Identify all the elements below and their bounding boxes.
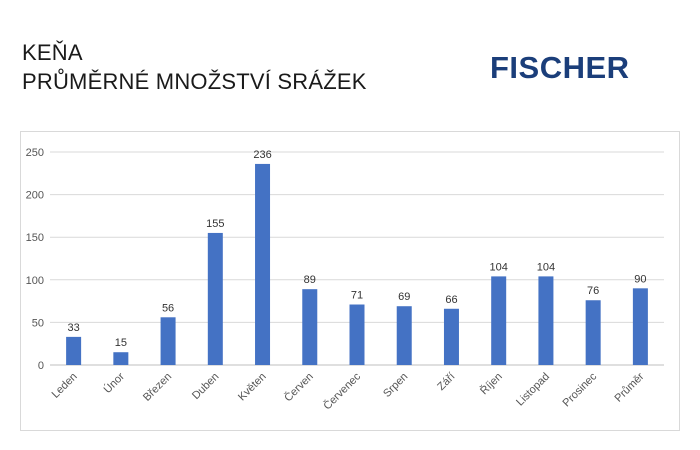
data-label: 155 [206,218,224,230]
chart-frame [20,131,680,431]
x-category-label: Průměr [613,370,647,404]
title-line-2: PRŮMĚRNÉ MNOŽSTVÍ SRÁŽEK [22,69,367,94]
x-category-label: Únor [101,370,127,396]
bar [207,232,223,365]
x-category-label: Září [435,371,457,393]
data-labels: 33 15 56 155 236 89 71 69 66 104 104 76 90 [67,149,646,349]
bar [491,276,507,365]
y-tick-label: 150 [26,232,44,244]
bar [538,276,554,365]
x-category-label: Prosinec [561,370,600,409]
data-label: 76 [587,285,599,297]
bar [255,163,271,365]
data-label: 71 [351,290,363,302]
data-label: 15 [115,337,127,349]
x-category-label: Říjen [477,370,504,397]
y-axis-ticks: 0 50 100 150 200 250 [26,147,44,372]
data-label: 56 [162,302,174,314]
data-label: 104 [537,261,555,273]
x-category-label: Březen [141,371,174,404]
data-label: 33 [67,322,79,334]
fischer-logo: FISCHER [490,50,630,85]
y-tick-label: 0 [38,360,44,372]
bar [113,352,129,365]
bar [396,306,412,365]
data-label: 69 [398,291,410,303]
y-tick-label: 250 [26,147,44,159]
x-category-label: Květen [236,371,269,404]
chart-title: KEŇA PRŮMĚRNÉ MNOŽSTVÍ SRÁŽEK [22,38,367,96]
x-category-label: Červenec [321,370,364,413]
title-line-1: KEŇA [22,40,83,65]
y-tick-label: 100 [26,275,44,287]
x-category-label: Červen [282,370,316,404]
x-category-label: Listopad [514,371,552,409]
bar [160,317,176,365]
y-tick-label: 50 [32,317,44,329]
x-category-label: Leden [50,371,80,401]
bar [443,308,459,365]
bar [632,288,648,365]
bars [66,163,648,365]
bar [349,304,365,365]
data-label: 236 [253,149,271,161]
x-axis-categories: Leden Únor Březen Duben Květen Červen Červenec… [50,370,647,413]
x-category-label: Duben [190,371,221,402]
data-label: 104 [490,261,508,273]
data-label: 89 [304,274,316,286]
y-tick-label: 200 [26,190,44,202]
data-label: 90 [634,273,646,285]
bar [585,300,601,365]
bar [66,336,82,365]
x-category-label: Srpen [381,371,410,400]
data-label: 66 [445,294,457,306]
bar [302,289,318,365]
